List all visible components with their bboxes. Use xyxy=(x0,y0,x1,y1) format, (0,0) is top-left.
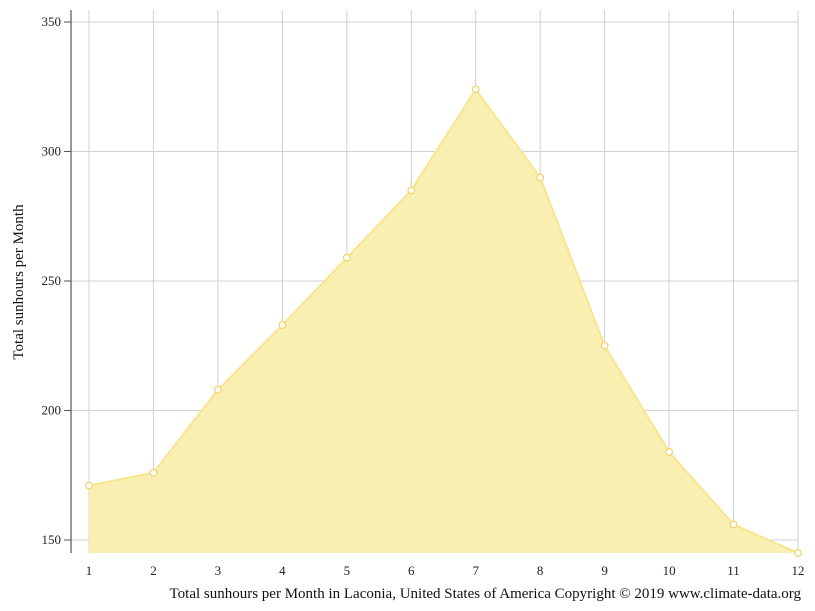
chart-caption: Total sunhours per Month in Laconia, Uni… xyxy=(170,586,802,602)
x-tick-label: 12 xyxy=(792,563,805,578)
x-tick-label: 6 xyxy=(408,563,415,578)
data-point xyxy=(407,186,416,195)
x-tick-label: 9 xyxy=(601,563,608,578)
data-point xyxy=(600,341,609,350)
data-point xyxy=(149,468,158,477)
axes xyxy=(64,10,72,553)
area-series xyxy=(88,87,799,554)
x-tick-label: 7 xyxy=(472,563,479,578)
x-tick-label: 4 xyxy=(279,563,286,578)
x-tick-label: 1 xyxy=(86,563,93,578)
data-point xyxy=(85,481,93,490)
y-tick-label: 200 xyxy=(42,403,62,418)
x-tick-label: 10 xyxy=(663,563,676,578)
area-fill xyxy=(89,89,798,553)
y-tick-label: 250 xyxy=(42,273,62,288)
data-point xyxy=(729,520,738,529)
data-point xyxy=(278,321,287,329)
data-point xyxy=(665,448,673,456)
x-tick-label: 3 xyxy=(215,563,222,578)
x-tick-label: 8 xyxy=(537,563,544,578)
y-tick-label: 350 xyxy=(42,14,62,29)
x-tick-label: 11 xyxy=(727,563,740,578)
data-point xyxy=(471,85,480,94)
y-tick-label: 300 xyxy=(42,144,62,159)
series-line xyxy=(88,87,799,554)
data-point xyxy=(214,385,222,394)
data-point xyxy=(794,549,802,557)
data-point xyxy=(536,173,545,182)
data-markers xyxy=(85,85,802,557)
x-tick-label: 5 xyxy=(344,563,351,578)
y-axis-title: Total sunhours per Month xyxy=(11,204,27,360)
x-tick-label: 2 xyxy=(150,563,157,578)
data-point xyxy=(342,253,351,262)
y-tick-label: 150 xyxy=(42,532,62,547)
